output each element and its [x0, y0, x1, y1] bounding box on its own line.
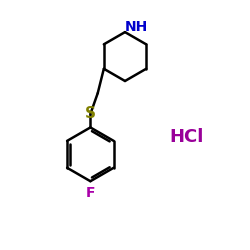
Text: NH: NH [125, 20, 148, 34]
Text: F: F [86, 186, 95, 200]
Text: HCl: HCl [169, 128, 203, 146]
Text: S: S [85, 106, 96, 122]
